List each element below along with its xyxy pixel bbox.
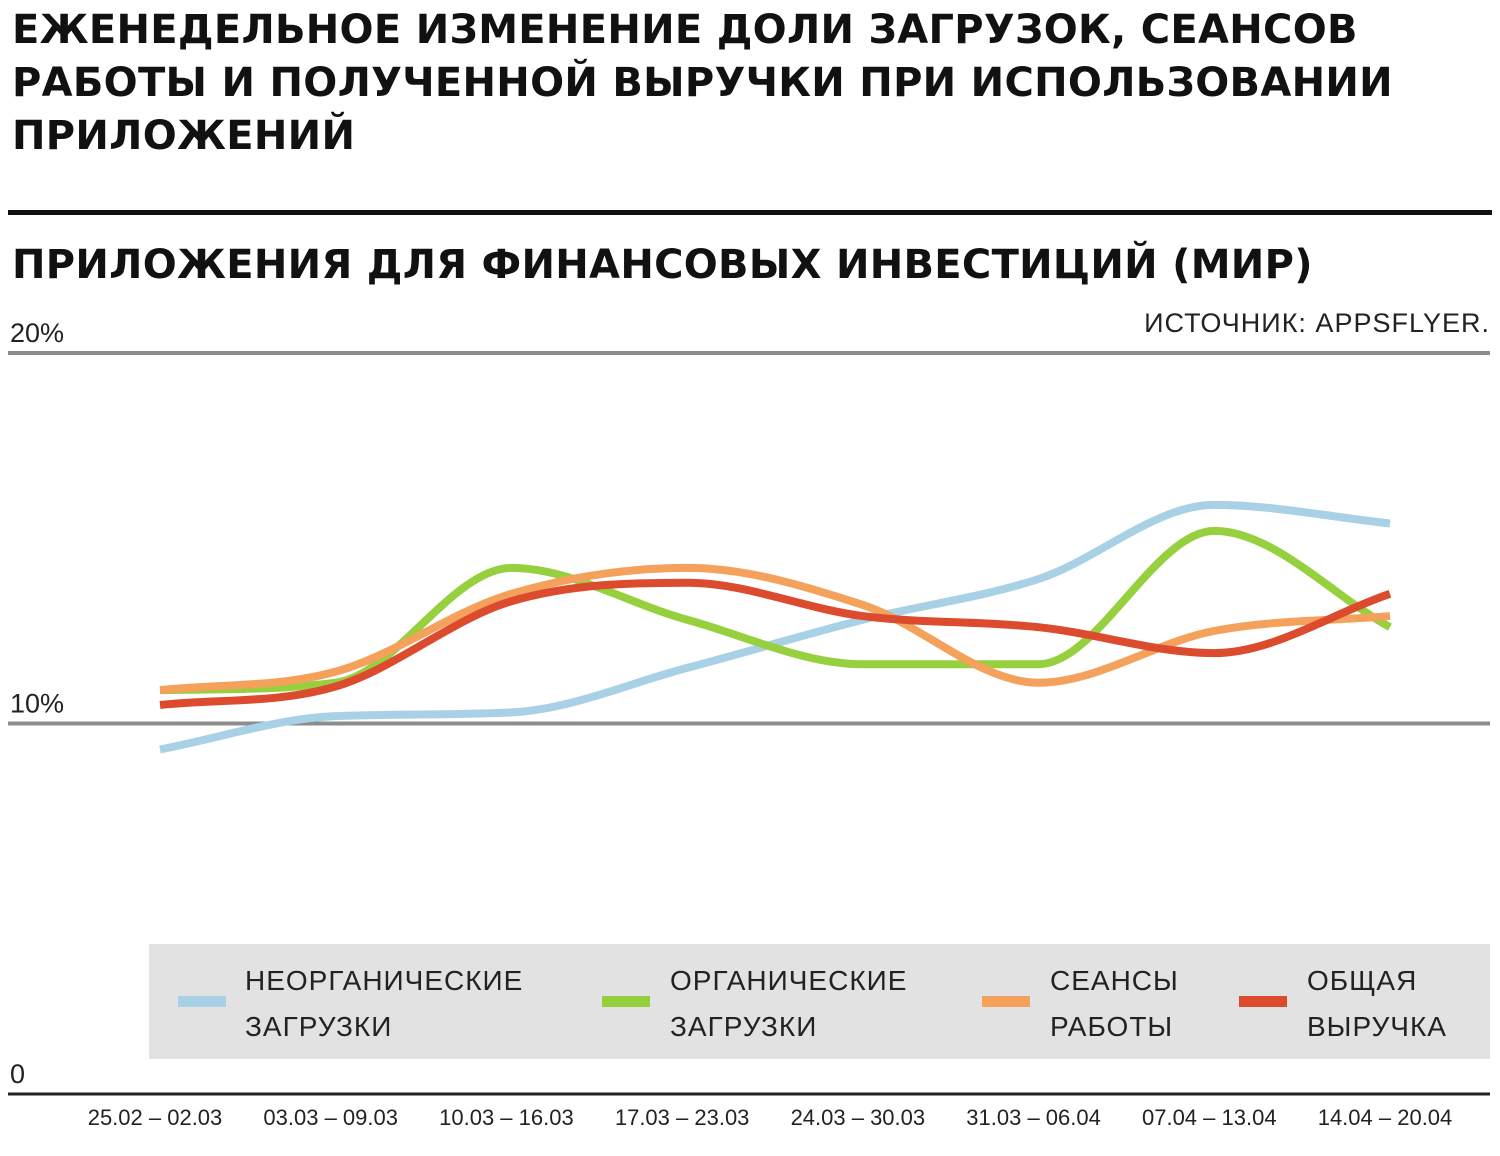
legend-label-total-revenue: ОБЩАЯ ВЫРУЧКА bbox=[1307, 965, 1447, 1042]
legend-label-organic-downloads: ОРГАНИЧЕСКИЕ ЗАГРУЗКИ bbox=[670, 965, 908, 1042]
legend-label-inorganic-downloads: НЕОРГАНИЧЕСКИЕ ЗАГРУЗКИ bbox=[245, 965, 524, 1042]
y-tick-label: 10% bbox=[10, 689, 64, 719]
x-tick-label: 24.03 – 30.03 bbox=[791, 1105, 926, 1130]
y-tick-label: 0 bbox=[10, 1059, 25, 1089]
x-tick-label: 03.03 – 09.03 bbox=[263, 1105, 398, 1130]
x-tick-label: 17.03 – 23.03 bbox=[615, 1105, 750, 1130]
series-line-sessions bbox=[159, 563, 1391, 695]
x-tick-label: 25.02 – 02.03 bbox=[88, 1105, 223, 1130]
series-line-total-revenue bbox=[159, 578, 1392, 709]
legend-swatch-sessions bbox=[982, 996, 1030, 1007]
legend-swatch-organic-downloads bbox=[602, 996, 650, 1007]
x-tick-label: 14.04 – 20.04 bbox=[1318, 1105, 1453, 1130]
x-tick-label: 31.03 – 06.04 bbox=[966, 1105, 1101, 1130]
legend-swatch-inorganic-downloads bbox=[178, 996, 226, 1007]
chart-legend: НЕОРГАНИЧЕСКИЕ ЗАГРУЗКИ ОРГАНИЧЕСКИЕ ЗАГ… bbox=[149, 944, 1490, 1059]
series-line-inorganic-downloads bbox=[159, 500, 1391, 754]
legend-label-sessions: СЕАНСЫ РАБОТЫ bbox=[1050, 965, 1179, 1042]
x-tick-label: 10.03 – 16.03 bbox=[439, 1105, 574, 1130]
source-note: ИСТОЧНИК: APPSFLYER. bbox=[1144, 308, 1490, 338]
chart-title: ЕЖЕНЕДЕЛЬНОЕ ИЗМЕНЕНИЕ ДОЛИ ЗАГРУЗОК, СЕ… bbox=[12, 7, 1393, 159]
chart-subtitle: ПРИЛОЖЕНИЯ ДЛЯ ФИНАНСОВЫХ ИНВЕСТИЦИЙ (МИ… bbox=[12, 242, 1313, 288]
y-tick-label: 20% bbox=[10, 318, 64, 348]
title-divider bbox=[8, 210, 1492, 215]
x-tick-label: 07.04 – 13.04 bbox=[1142, 1105, 1277, 1130]
legend-swatch-total-revenue bbox=[1239, 996, 1287, 1007]
